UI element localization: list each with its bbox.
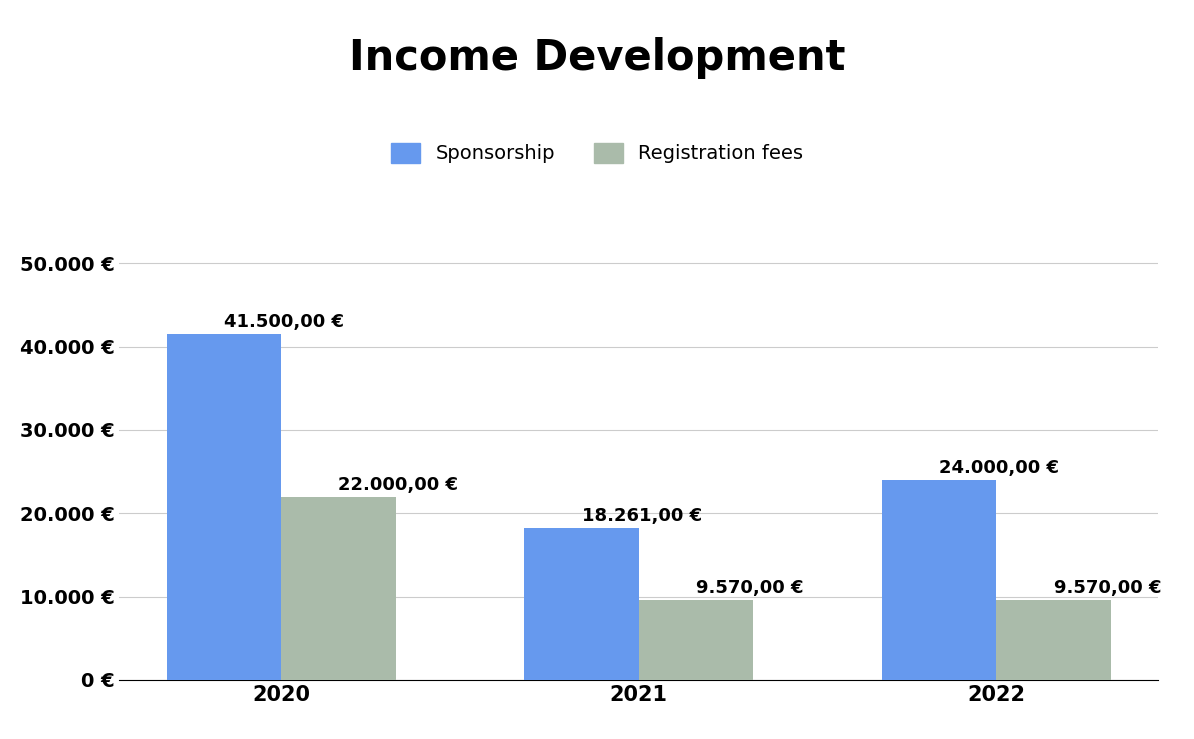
Text: Income Development: Income Development bbox=[349, 37, 845, 79]
Text: 22.000,00 €: 22.000,00 € bbox=[338, 476, 458, 494]
Bar bbox=[281, 497, 395, 680]
Bar bbox=[167, 334, 281, 680]
Bar bbox=[524, 528, 639, 680]
Text: 9.570,00 €: 9.570,00 € bbox=[1054, 579, 1162, 597]
Legend: Sponsorship, Registration fees: Sponsorship, Registration fees bbox=[390, 143, 804, 163]
Text: 24.000,00 €: 24.000,00 € bbox=[940, 459, 1059, 477]
Text: 41.500,00 €: 41.500,00 € bbox=[223, 313, 344, 331]
Bar bbox=[882, 480, 997, 680]
Text: 18.261,00 €: 18.261,00 € bbox=[581, 507, 702, 525]
Bar bbox=[639, 600, 753, 680]
Bar bbox=[997, 600, 1110, 680]
Text: 9.570,00 €: 9.570,00 € bbox=[696, 579, 804, 597]
